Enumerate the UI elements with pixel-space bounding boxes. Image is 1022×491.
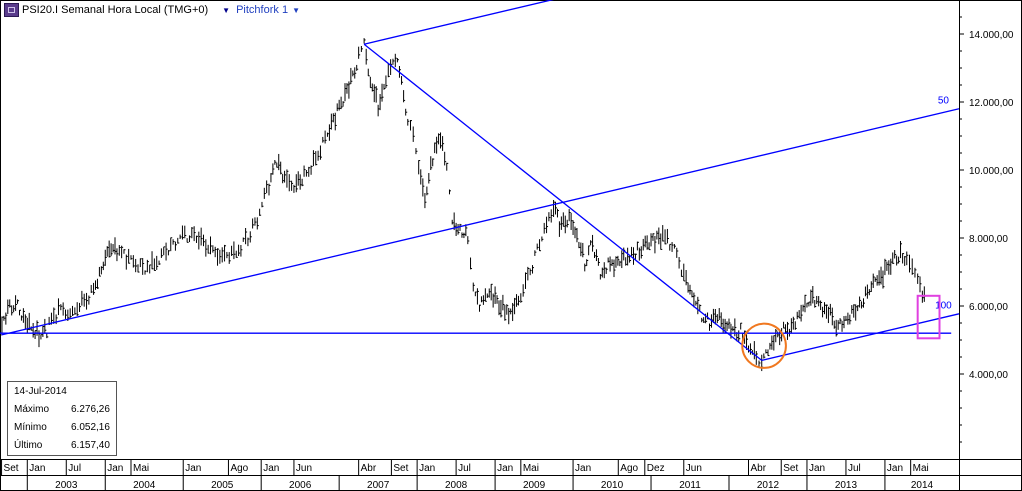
info-last-label: Último [14, 440, 43, 451]
x-tick-label: Jan [263, 463, 279, 474]
x-tick-label: Jul [68, 463, 81, 474]
year-label: 2010 [601, 480, 624, 491]
info-min-label: Mínimo [14, 422, 47, 433]
year-label: 2004 [133, 480, 156, 491]
study-name[interactable]: Pitchfork 1 [236, 4, 289, 16]
info-max-label: Máximo [14, 404, 50, 415]
x-tick-label: Jan [809, 463, 825, 474]
x-tick-label: Ago [230, 463, 248, 474]
info-max-value: 6.276,26 [71, 404, 110, 415]
price-series [0, 38, 926, 372]
y-tick-label: 10.000,00 [969, 166, 1014, 177]
study-dropdown-caret-icon[interactable]: ▼ [292, 5, 300, 15]
info-min-value: 6.052,16 [71, 422, 110, 433]
x-tick-label: Jul [458, 463, 471, 474]
x-tick-label: Jan [107, 463, 123, 474]
x-tick-label: Jan [185, 463, 201, 474]
x-tick-label: Set [393, 463, 408, 474]
chart-header: PSI20.I Semanal Hora Local (TMG+0) ▼ Pit… [22, 2, 300, 18]
year-label: 2012 [757, 480, 780, 491]
x-tick-label: Set [783, 463, 798, 474]
y-tick-label: 8.000,00 [969, 234, 1008, 245]
year-label: 2006 [289, 480, 312, 491]
x-tick-label: Jun [686, 463, 702, 474]
y-tick-label: 4.000,00 [969, 370, 1008, 381]
year-label: 2011 [679, 480, 701, 491]
pitchfork-lower-line [761, 313, 960, 362]
x-tick-label: Dez [647, 463, 665, 474]
pitchfork-label-median: 50 [938, 96, 950, 107]
x-tick-label: Abr [361, 463, 377, 474]
x-tick-label: Mai [133, 463, 149, 474]
year-label: 2005 [211, 480, 234, 491]
x-tick-label: Jan [575, 463, 591, 474]
x-tick-label: Jan [419, 463, 435, 474]
year-label: 2013 [835, 480, 858, 491]
info-date: 14-Jul-2014 [14, 386, 67, 397]
year-label: 2007 [367, 480, 390, 491]
pitchfork-upper-line [363, 0, 555, 45]
x-tick-label: Jan [887, 463, 903, 474]
year-label: 2003 [55, 480, 78, 491]
year-label: 2008 [445, 480, 468, 491]
x-tick-label: Jan [29, 463, 45, 474]
x-tick-label: Set [4, 463, 19, 474]
chart-logo-icon[interactable] [4, 3, 19, 17]
highlight-circle [741, 322, 787, 369]
y-tick-label: 12.000,00 [969, 98, 1014, 109]
data-window: 14-Jul-2014 Máximo 6.276,26 Mínimo 6.052… [7, 381, 117, 456]
x-tick-label: Jan [497, 463, 513, 474]
x-tick-label: Abr [750, 463, 766, 474]
x-tick-label: Jul [848, 463, 861, 474]
pitchfork-median-line [1, 108, 960, 336]
chart-title: PSI20.I Semanal Hora Local (TMG+0) [22, 4, 209, 16]
x-tick-label: Mai [913, 463, 929, 474]
dropdown-caret-icon[interactable]: ▼ [222, 5, 231, 15]
x-tick-label: Mai [523, 463, 539, 474]
x-tick-label: Ago [620, 463, 638, 474]
highlight-rectangle [916, 294, 941, 340]
info-last-value: 6.157,40 [71, 440, 110, 451]
x-tick-label: Jun [296, 463, 312, 474]
year-label: 2009 [523, 480, 546, 491]
pitchfork-label-bottom: 100 [935, 301, 952, 312]
y-tick-label: 6.000,00 [969, 302, 1008, 313]
year-label: 2014 [911, 480, 934, 491]
y-tick-label: 14.000,00 [969, 30, 1014, 41]
